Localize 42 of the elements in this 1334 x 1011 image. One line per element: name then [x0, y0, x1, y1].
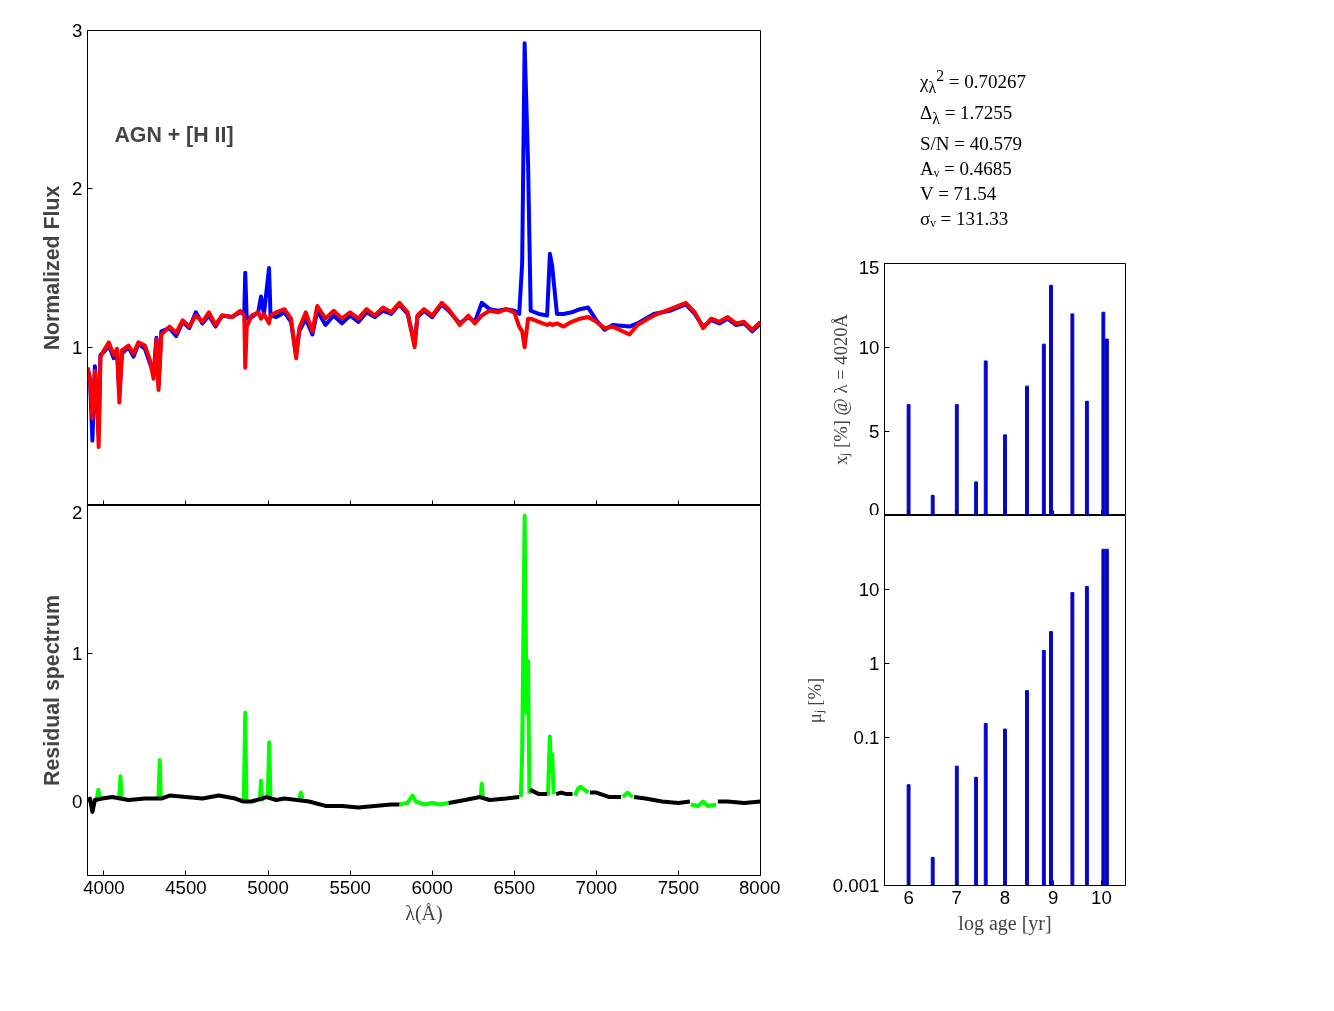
text: χ$_{λ}$$^{2}$ = 0.70267 [920, 66, 1027, 99]
line-series [87, 300, 761, 449]
x-axis-title: λ(Å) [405, 901, 443, 925]
text: V = 71.54 [920, 181, 998, 206]
y-tick-label: 3 [72, 20, 83, 41]
x-tick-label: 6000 [411, 876, 453, 898]
x-tick-label: 7 [951, 886, 962, 908]
text: σᵥ = 131.33 [920, 206, 1010, 231]
y-tick-label: 1 [869, 653, 880, 674]
y-tick-label: 0.001 [832, 875, 880, 896]
text: S/N = 40.579 [920, 131, 1024, 156]
y-axis-title: Normalized Flux [40, 185, 65, 351]
y-tick-label: 10 [858, 337, 880, 358]
y-tick-label: 2 [72, 178, 83, 200]
x-tick-label: 8000 [739, 876, 781, 898]
y-axis-title: Residual spectrum [40, 595, 65, 786]
y-tick-label: 2 [72, 501, 83, 523]
x-tick-label: 5000 [247, 876, 289, 898]
annotation: AGN + [H II] [114, 123, 234, 147]
text: Aᵥ = 0.4685 [920, 156, 1013, 181]
x-tick-label: 4500 [165, 876, 207, 898]
x-tick-label: 5500 [329, 876, 371, 898]
y-tick-label: 0.1 [853, 727, 880, 748]
x-tick-label: 4000 [83, 876, 125, 898]
y-tick-label: 0 [869, 498, 880, 520]
y-axis-title: xⱼ [%] @ λ = 4020Å [829, 313, 852, 466]
y-tick-label: 1 [72, 643, 83, 664]
y-tick-label: 0 [72, 791, 83, 812]
x-tick-label: 8 [999, 886, 1011, 908]
x-tick-label: 6500 [493, 876, 536, 898]
y-tick-label: 5 [869, 421, 880, 442]
y-tick-label: 10 [858, 579, 880, 600]
x-axis-title: log age [yr] [958, 911, 1052, 935]
y-tick-label: 15 [858, 256, 880, 278]
x-tick-label: 7000 [575, 876, 618, 898]
y-tick-label: 1 [72, 336, 83, 358]
x-tick-label: 10 [1091, 886, 1112, 908]
x-tick-label: 7500 [657, 876, 700, 898]
text: Δ$_{λ}$ = 1.7255 [920, 101, 1014, 129]
x-tick-label: 9 [1048, 886, 1059, 908]
y-axis-title: μⱼ [%] [803, 677, 826, 724]
x-tick-label: 6 [903, 886, 914, 908]
